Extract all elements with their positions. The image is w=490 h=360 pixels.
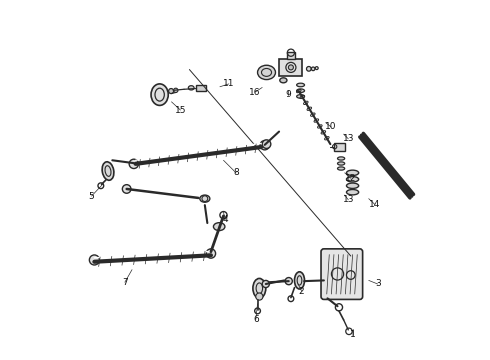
Text: 11: 11 — [223, 80, 235, 89]
Ellipse shape — [280, 78, 287, 83]
Bar — [334, 143, 345, 150]
Text: 3: 3 — [375, 279, 381, 288]
Text: 1: 1 — [350, 330, 355, 339]
Ellipse shape — [296, 83, 304, 87]
Circle shape — [173, 88, 178, 93]
Circle shape — [89, 255, 99, 265]
Circle shape — [122, 185, 131, 193]
Ellipse shape — [296, 89, 304, 93]
Text: 13: 13 — [343, 134, 354, 143]
Ellipse shape — [338, 157, 344, 160]
Circle shape — [285, 278, 293, 285]
Ellipse shape — [346, 177, 359, 182]
Ellipse shape — [253, 278, 266, 298]
Ellipse shape — [311, 67, 315, 71]
Text: 12: 12 — [345, 174, 357, 183]
Circle shape — [262, 280, 270, 288]
Ellipse shape — [200, 195, 210, 202]
Circle shape — [289, 65, 294, 70]
Ellipse shape — [102, 162, 114, 180]
Bar — [196, 85, 205, 91]
Circle shape — [262, 140, 271, 148]
Ellipse shape — [346, 170, 359, 176]
Circle shape — [260, 140, 270, 150]
Text: 15: 15 — [175, 105, 186, 114]
Bar — [279, 59, 302, 76]
Circle shape — [129, 159, 139, 168]
Circle shape — [169, 89, 173, 94]
Ellipse shape — [338, 167, 344, 170]
Text: 4: 4 — [222, 215, 228, 224]
Ellipse shape — [346, 189, 359, 195]
Ellipse shape — [346, 183, 359, 188]
Text: 5: 5 — [89, 192, 95, 201]
Text: 7: 7 — [122, 278, 128, 287]
Ellipse shape — [294, 272, 304, 289]
Ellipse shape — [338, 162, 344, 165]
Ellipse shape — [151, 84, 168, 105]
FancyBboxPatch shape — [321, 249, 363, 300]
Bar — [287, 51, 295, 59]
Ellipse shape — [296, 95, 304, 98]
Text: 8: 8 — [233, 168, 239, 177]
Text: 6: 6 — [253, 315, 259, 324]
Ellipse shape — [214, 223, 225, 230]
Text: 16: 16 — [249, 87, 261, 96]
Circle shape — [206, 249, 216, 258]
Ellipse shape — [258, 65, 275, 80]
Ellipse shape — [188, 86, 194, 90]
Text: 10: 10 — [325, 122, 337, 131]
Text: 14: 14 — [369, 200, 381, 209]
Text: 13: 13 — [343, 195, 354, 204]
Text: 9: 9 — [285, 90, 291, 99]
Circle shape — [256, 293, 263, 300]
Text: 2: 2 — [299, 287, 304, 296]
Ellipse shape — [307, 67, 311, 71]
